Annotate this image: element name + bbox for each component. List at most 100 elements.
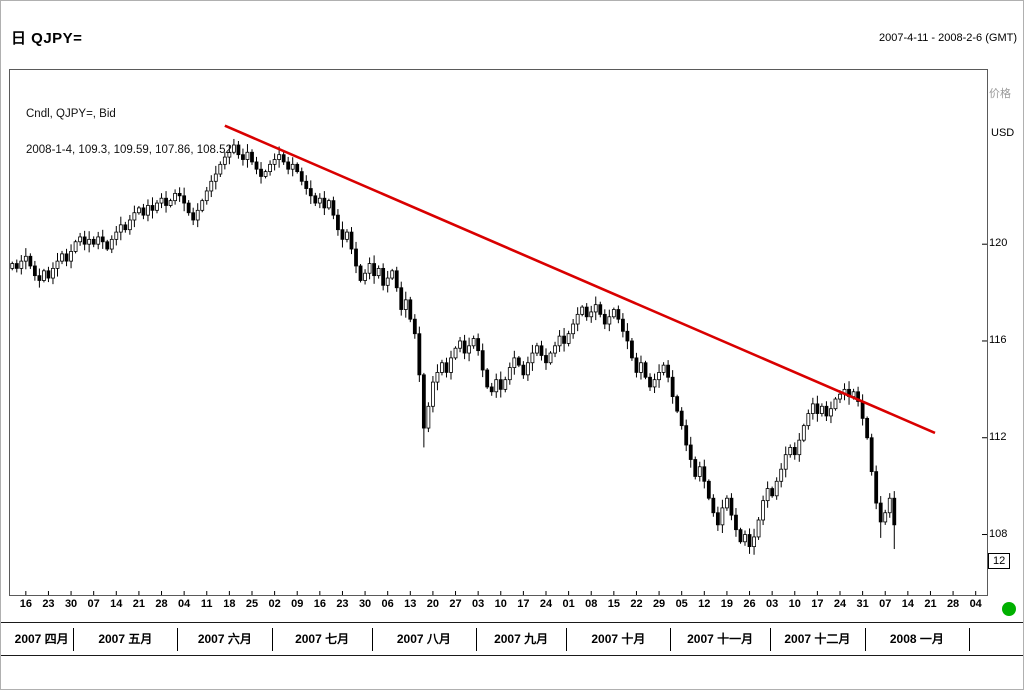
candle <box>806 409 811 430</box>
candle <box>616 305 621 324</box>
candle <box>218 161 223 178</box>
candle <box>399 281 404 316</box>
candle <box>874 465 879 510</box>
candle <box>259 162 263 184</box>
candle <box>381 263 386 291</box>
candle <box>177 187 182 202</box>
candle <box>589 305 594 323</box>
candle <box>164 191 168 213</box>
candle <box>544 348 548 370</box>
candle <box>711 494 716 517</box>
candle <box>548 351 553 365</box>
candle <box>810 397 815 420</box>
chart-date-range: 2007-4-11 - 2008-2-6 (GMT) <box>879 32 1017 44</box>
candle <box>829 401 833 424</box>
candle <box>720 499 725 533</box>
x-axis-tick-label: 18 <box>223 598 236 610</box>
candle <box>137 205 141 215</box>
candle <box>598 301 603 318</box>
candle <box>412 314 417 339</box>
candle <box>254 156 259 175</box>
candle <box>566 330 571 347</box>
candle <box>28 253 33 269</box>
candle <box>865 416 870 440</box>
candle <box>842 383 847 401</box>
x-axis-tick-label: 16 <box>19 598 32 610</box>
x-axis-tick-label: 14 <box>110 598 123 610</box>
x-axis-tick-label: 29 <box>652 598 666 610</box>
candle <box>200 198 205 213</box>
x-axis-tick-label: 13 <box>404 598 417 610</box>
candle <box>820 403 824 417</box>
candle <box>186 200 191 216</box>
candle <box>702 459 707 489</box>
candle <box>14 259 19 273</box>
candle <box>516 355 521 368</box>
candle <box>105 239 110 251</box>
x-axis-tick-label: 19 <box>720 598 734 610</box>
candle <box>385 270 390 293</box>
candle <box>236 140 241 159</box>
candle <box>815 395 820 422</box>
candle <box>60 250 64 265</box>
candle <box>553 341 557 358</box>
candle <box>313 192 318 207</box>
x-axis-tick-label: 04 <box>969 598 982 610</box>
x-axis-tick-label: 28 <box>946 598 960 610</box>
candle <box>480 343 485 378</box>
y-axis-tick-label: 116 <box>989 333 1007 346</box>
candle <box>783 446 788 478</box>
candle <box>494 373 499 398</box>
candle <box>290 157 295 177</box>
candle <box>132 205 137 228</box>
candle <box>634 352 639 378</box>
x-axis-tick-label: 28 <box>155 598 168 610</box>
x-axis-tick-label: 02 <box>268 598 281 610</box>
month-label: 2007 五月 <box>98 632 153 646</box>
y-axis-tick-label: 112 <box>989 430 1007 443</box>
candle <box>10 261 15 271</box>
candle <box>331 196 336 220</box>
candle <box>788 444 793 458</box>
month-label: 2007 六月 <box>197 632 252 646</box>
candle <box>304 175 309 195</box>
candle <box>403 291 408 318</box>
x-axis-tick-label: 21 <box>924 598 937 610</box>
x-axis-tick-label: 05 <box>675 598 688 610</box>
candle <box>87 231 92 253</box>
candlestick-chart[interactable] <box>10 70 987 595</box>
candle <box>299 167 304 186</box>
candle <box>684 419 689 452</box>
candle <box>693 456 698 480</box>
candle <box>792 442 797 460</box>
candle <box>23 248 28 270</box>
plot-area <box>9 69 988 596</box>
candle <box>295 162 300 174</box>
candle <box>390 268 395 280</box>
legend-series: Cndl, QJPY=, Bid <box>26 108 116 120</box>
candle <box>824 401 829 422</box>
candle <box>69 244 73 269</box>
candle <box>209 175 214 198</box>
candle <box>770 486 775 498</box>
x-axis-tick-label: 17 <box>517 598 530 610</box>
x-axis-tick-label: 16 <box>313 598 326 610</box>
candle <box>64 248 69 267</box>
candle <box>73 239 78 254</box>
candle <box>354 241 358 274</box>
candle <box>182 187 187 212</box>
month-label: 2007 四月 <box>14 632 69 646</box>
candle <box>317 193 322 209</box>
candle <box>281 151 286 165</box>
candle <box>349 227 354 255</box>
candle <box>394 266 399 292</box>
candle <box>100 229 105 249</box>
candle <box>109 235 114 254</box>
candle <box>738 527 743 544</box>
candle <box>797 433 802 462</box>
axis-ticks-layer <box>25 243 987 595</box>
month-separator <box>566 628 568 651</box>
candle <box>150 197 155 219</box>
candle <box>833 397 838 411</box>
x-axis-tick-label: 08 <box>585 598 598 610</box>
